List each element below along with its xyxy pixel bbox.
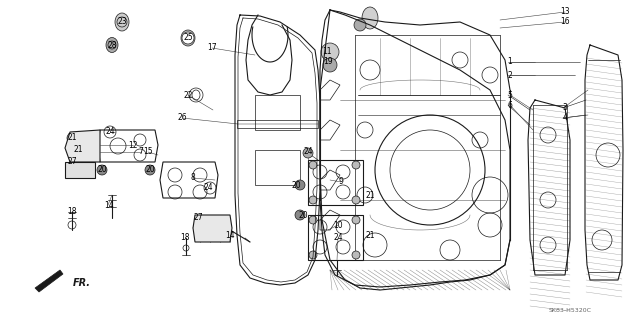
Circle shape [303,148,313,158]
Text: 11: 11 [323,48,332,56]
Text: 21: 21 [73,145,83,154]
Circle shape [309,161,317,169]
Text: 8: 8 [191,174,195,182]
Circle shape [321,43,339,61]
Circle shape [69,133,87,151]
Text: 12: 12 [128,140,138,150]
Circle shape [97,165,107,175]
Text: 14: 14 [104,201,114,210]
Text: 14: 14 [225,231,235,240]
Circle shape [352,161,360,169]
Text: 27: 27 [67,158,77,167]
Text: 19: 19 [323,57,333,66]
Circle shape [67,145,77,155]
Text: 6: 6 [508,100,513,109]
Bar [255,95,300,130]
Circle shape [309,216,317,224]
Text: 20: 20 [97,166,107,174]
Text: 3: 3 [563,103,568,113]
Circle shape [295,210,305,220]
Text: 24: 24 [203,183,213,192]
Polygon shape [35,270,63,292]
Circle shape [352,216,360,224]
Text: 10: 10 [333,220,343,229]
Text: FR.: FR. [73,278,91,288]
Circle shape [295,180,305,190]
Circle shape [145,165,155,175]
Text: 20: 20 [298,211,308,219]
Text: 24: 24 [105,128,115,137]
Bar [255,150,300,185]
Text: 18: 18 [180,234,189,242]
Text: 27: 27 [193,213,203,222]
Text: 21: 21 [67,133,77,143]
Circle shape [309,196,317,204]
Text: 22: 22 [183,91,193,100]
Circle shape [323,58,337,72]
Text: 17: 17 [207,43,217,53]
Text: 2: 2 [508,70,513,79]
Ellipse shape [106,38,118,53]
Text: 20: 20 [291,181,301,189]
Text: 13: 13 [560,8,570,17]
Text: 24: 24 [303,147,313,157]
Circle shape [309,251,317,259]
Text: 25: 25 [183,33,193,42]
Text: 7: 7 [139,147,143,157]
Text: 23: 23 [117,18,127,26]
Polygon shape [65,130,100,162]
Circle shape [182,32,194,44]
Text: 28: 28 [108,41,116,49]
Text: 9: 9 [339,177,344,187]
Text: 4: 4 [563,114,568,122]
Text: 5: 5 [508,91,513,100]
Text: 15: 15 [143,147,153,157]
Text: 21: 21 [365,190,375,199]
Polygon shape [65,162,95,178]
Circle shape [67,133,77,143]
Text: SK83-H5320C: SK83-H5320C [548,308,591,313]
Ellipse shape [181,30,195,46]
Text: 21: 21 [365,231,375,240]
Text: 24: 24 [333,234,343,242]
Ellipse shape [115,13,129,31]
Text: 18: 18 [67,207,77,217]
Text: 16: 16 [560,18,570,26]
Circle shape [352,196,360,204]
Circle shape [352,251,360,259]
Text: 20: 20 [145,166,155,174]
Circle shape [69,148,87,166]
Circle shape [354,19,366,31]
Polygon shape [193,215,232,242]
Ellipse shape [362,7,378,29]
Text: 26: 26 [177,114,187,122]
Text: 1: 1 [508,57,513,66]
